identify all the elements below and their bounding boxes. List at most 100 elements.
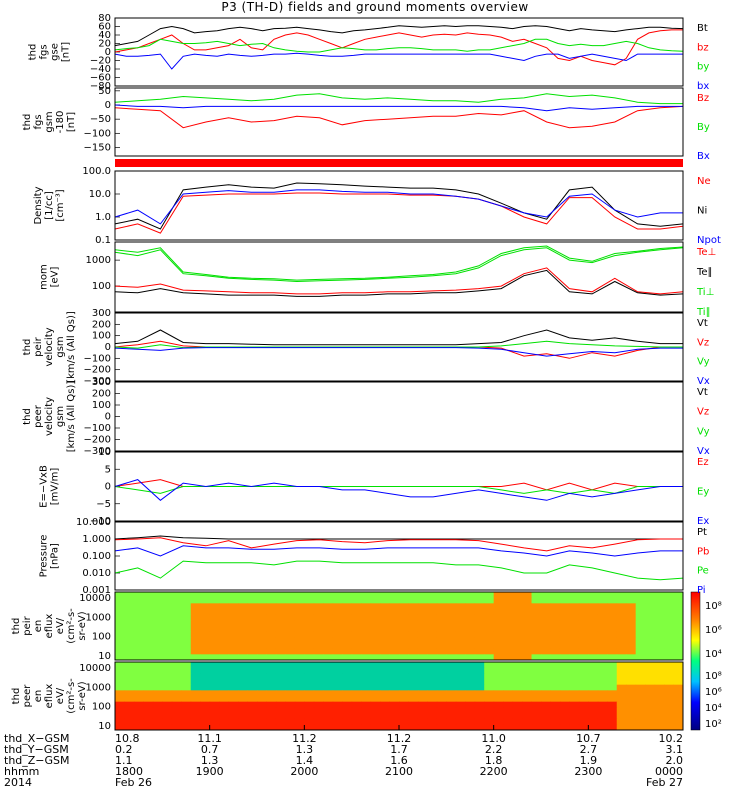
- ion-spectrogram-cell: [484, 648, 495, 655]
- electron-spectrogram-cell: [664, 673, 675, 680]
- electron-spectrogram-cell: [446, 696, 457, 703]
- ion-spectrogram-cell: [550, 620, 561, 627]
- electron-spectrogram-cell: [238, 662, 249, 669]
- electron-spectrogram-cell: [578, 679, 589, 686]
- electron-spectrogram-cell: [143, 707, 154, 714]
- ion-spectrogram-cell: [323, 648, 334, 655]
- electron-spectrogram-cell: [181, 718, 192, 725]
- ion-spectrogram-cell: [455, 603, 466, 610]
- ion-spectrogram-cell: [313, 592, 324, 599]
- electron-spectrogram-cell: [503, 724, 514, 731]
- ion-spectrogram-cell: [257, 609, 267, 616]
- electron-spectrogram-cell: [664, 684, 675, 691]
- electron-spectrogram-cell: [285, 667, 296, 674]
- electron-spectrogram-cell: [645, 724, 656, 731]
- ion-spectrogram-cell: [541, 631, 551, 638]
- ion-spectrogram-cell: [654, 626, 665, 633]
- ion-spectrogram-cell: [465, 603, 476, 610]
- electron-spectrogram-cell: [181, 696, 192, 703]
- ion-spectrogram-cell: [597, 620, 608, 627]
- ion-spectrogram-cell: [351, 609, 362, 616]
- electron-spectrogram-cell: [427, 673, 438, 680]
- ion-spectrogram-cell: [275, 654, 286, 661]
- ion-spectrogram-cell: [162, 614, 173, 621]
- ion-spectrogram-cell: [664, 620, 675, 627]
- ion-spectrogram-cell: [465, 654, 476, 661]
- fgs-gse-ytick: 60: [98, 22, 111, 33]
- ion-spectrogram-cell: [578, 626, 589, 633]
- electron-spectrogram-cell: [332, 684, 343, 691]
- ion-spectrogram-cell: [266, 614, 277, 621]
- electron-spectrogram-cell: [654, 673, 665, 680]
- density-series-ne: [114, 192, 684, 234]
- ion-spectrogram-cell: [247, 614, 258, 621]
- ion-spectrogram-cell: [417, 620, 428, 627]
- ion-spectrogram-cell: [541, 637, 551, 644]
- pressure-legend-2: Pe: [697, 566, 709, 577]
- electron-spectrogram-ytick: 100: [92, 702, 111, 713]
- ion-spectrogram-cell: [380, 603, 391, 610]
- ion-spectrogram-cell: [133, 648, 144, 655]
- electron-spectrogram-cell: [673, 684, 684, 691]
- ion-spectrogram-cell: [559, 631, 570, 638]
- electron-spectrogram-cell: [664, 718, 675, 725]
- electron-spectrogram-cell: [399, 667, 409, 674]
- mode-bar: [115, 159, 683, 167]
- ion-spectrogram-cell: [408, 620, 419, 627]
- ion-spectrogram-cell: [351, 626, 362, 633]
- ion-spectrogram-cell: [342, 643, 353, 650]
- ion-spectrogram-cell: [522, 643, 533, 650]
- ion-spectrogram-cell: [143, 654, 154, 661]
- electron-spectrogram-cell: [342, 713, 353, 720]
- ion-spectrogram-cell: [380, 637, 391, 644]
- electron-spectrogram-cell: [578, 718, 589, 725]
- ion-spectrogram-cell: [427, 626, 438, 633]
- ion-spectrogram-cell: [304, 643, 315, 650]
- electron-spectrogram-cell: [673, 662, 684, 669]
- electron-spectrogram-cell: [133, 679, 144, 686]
- ion-spectrogram-cell: [673, 592, 684, 599]
- electron-spectrogram-cell: [673, 713, 684, 720]
- ion-spectrogram-cell: [181, 614, 192, 621]
- electron-spectrogram-cell: [455, 673, 466, 680]
- electron-spectrogram-cell: [389, 684, 400, 691]
- electron-spectrogram-cell: [181, 684, 192, 691]
- electron-spectrogram-cell: [370, 673, 381, 680]
- ion-spectrogram-cell: [238, 648, 249, 655]
- electron-spectrogram-cell: [389, 679, 400, 686]
- electron-spectrogram-cell: [626, 662, 637, 669]
- ion-spectrogram-cell: [455, 643, 466, 650]
- footer-value: 2.2: [485, 743, 503, 756]
- electron-velocity-legend-1: Vz: [697, 407, 709, 418]
- ion-spectrogram-cell: [181, 603, 192, 610]
- electron-spectrogram-heatmap: [115, 662, 684, 731]
- ion-spectrogram-cell: [626, 637, 637, 644]
- electron-spectrogram-cell: [313, 701, 324, 708]
- ion-spectrogram-cell: [190, 648, 201, 655]
- electron-spectrogram-cell: [455, 690, 466, 697]
- ion-spectrogram-cell: [370, 597, 381, 604]
- electron-spectrogram-cell: [597, 718, 608, 725]
- electron-spectrogram-cell: [597, 684, 608, 691]
- electron-spectrogram-ylabel: en: [33, 690, 44, 703]
- electron-spectrogram-cell: [455, 667, 466, 674]
- electron-spectrogram-cell: [247, 724, 258, 731]
- ion-spectrogram-cell: [219, 643, 230, 650]
- electron-spectrogram-cell: [219, 724, 230, 731]
- ion-spectrogram-cell: [370, 603, 381, 610]
- electron-spectrogram-cell: [190, 701, 201, 708]
- electron-spectrogram-cell: [493, 701, 504, 708]
- electron-spectrogram-cell: [380, 701, 391, 708]
- electron-spectrogram-cell: [162, 684, 173, 691]
- electron-spectrogram-cell: [143, 718, 154, 725]
- electron-spectrogram-cell: [522, 667, 533, 674]
- fgs-gse-legend-0: Bt: [697, 23, 708, 34]
- ion-spectrogram-cell: [626, 592, 637, 599]
- electron-spectrogram-cell: [427, 718, 438, 725]
- electron-spectrogram-cell: [474, 701, 485, 708]
- electron-spectrogram-cell: [247, 718, 258, 725]
- electron-spectrogram-cell: [484, 713, 495, 720]
- temperature-frame: [114, 241, 684, 313]
- electron-spectrogram-cell: [635, 724, 646, 731]
- electron-spectrogram-cell: [417, 673, 428, 680]
